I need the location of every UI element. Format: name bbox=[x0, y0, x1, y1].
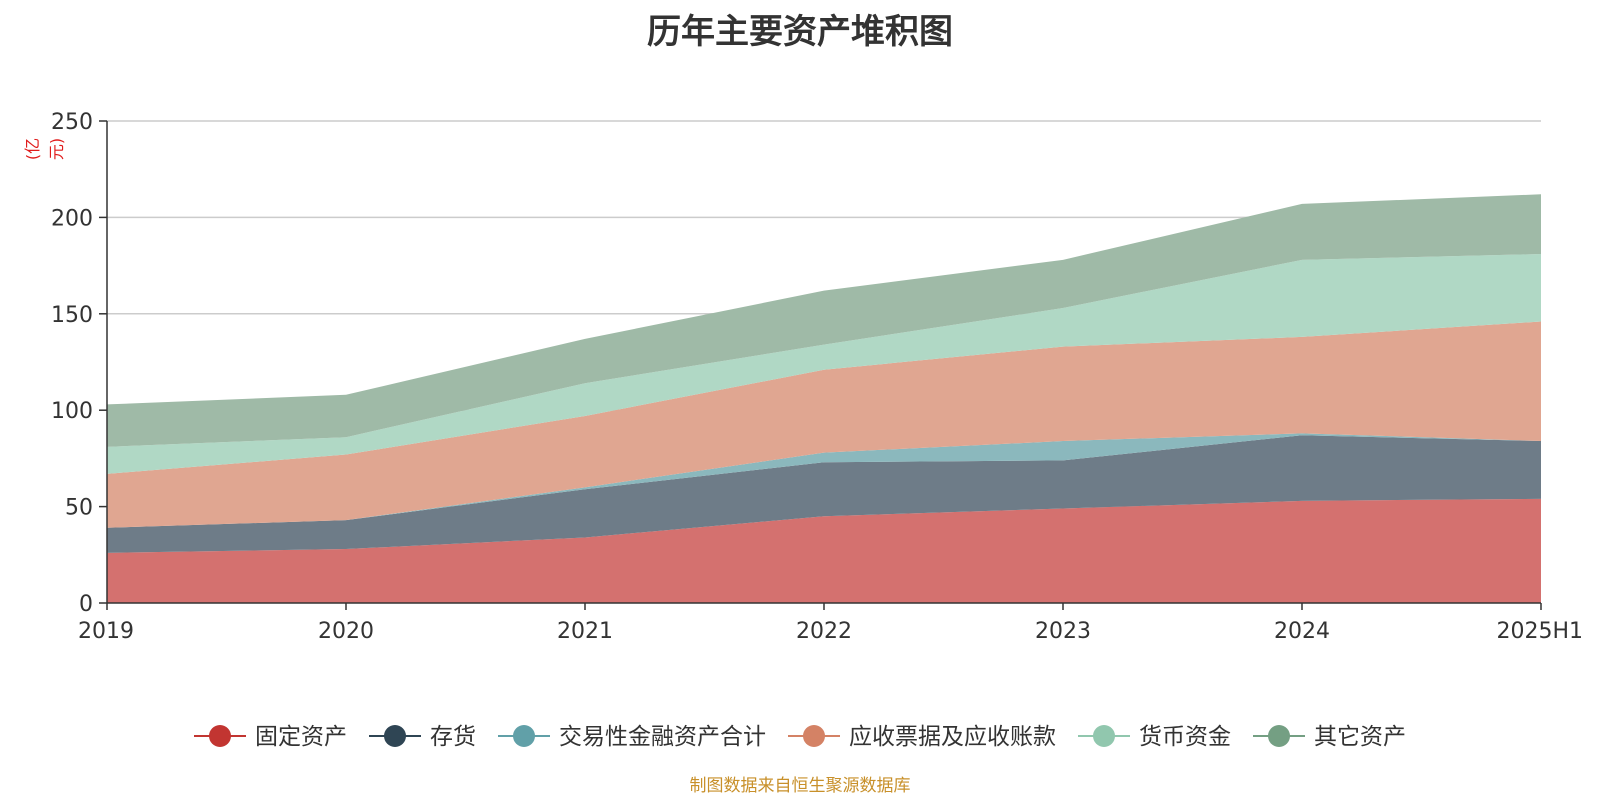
area-series bbox=[107, 194, 1541, 603]
area-其它资产 bbox=[107, 194, 1541, 447]
y-tick-label: 150 bbox=[51, 303, 93, 328]
legend-marker bbox=[384, 725, 406, 747]
data-source-note: 制图数据来自恒生聚源数据库 bbox=[689, 776, 911, 796]
legend-marker bbox=[1268, 725, 1290, 747]
legend: 固定资产 存货 交易性金融资产合计 应收票据及应收账款 货币资金 其它资产 bbox=[194, 724, 1406, 750]
legend-label: 固定资产 bbox=[255, 724, 347, 750]
x-tick-label: 2020 bbox=[318, 619, 374, 644]
x-tick-label: 2024 bbox=[1274, 619, 1330, 644]
y-tick-label: 100 bbox=[51, 399, 93, 424]
area-固定资产 bbox=[107, 498, 1541, 603]
y-tick-label: 250 bbox=[51, 110, 93, 135]
legend-marker bbox=[803, 725, 825, 747]
x-tick-label: 2022 bbox=[796, 619, 852, 644]
y-tick-label: 0 bbox=[79, 592, 93, 617]
area-存货 bbox=[107, 435, 1541, 553]
legend-label: 应收票据及应收账款 bbox=[849, 724, 1056, 750]
area-货币资金 bbox=[107, 254, 1541, 474]
y-tick-label: 200 bbox=[51, 206, 93, 231]
x-tick-label: 2019 bbox=[78, 619, 134, 644]
legend-label: 货币资金 bbox=[1139, 724, 1231, 750]
legend-item: 固定资产 bbox=[194, 724, 347, 750]
legend-item: 交易性金融资产合计 bbox=[498, 724, 766, 750]
legend-item: 货币资金 bbox=[1078, 724, 1231, 750]
axes: 0 50 100 150 200 250 2019 2020 2021 2022 2023 2024 2… bbox=[51, 110, 1583, 644]
area-应收票据及应收账款 bbox=[107, 321, 1541, 528]
x-tick-label: 2023 bbox=[1035, 619, 1091, 644]
legend-item: 存货 bbox=[369, 724, 476, 750]
legend-label: 存货 bbox=[430, 724, 476, 750]
legend-marker bbox=[209, 725, 231, 747]
legend-label: 交易性金融资产合计 bbox=[559, 724, 766, 750]
legend-label: 其它资产 bbox=[1314, 724, 1406, 750]
legend-marker bbox=[1093, 725, 1115, 747]
chart-title: 历年主要资产堆积图 bbox=[647, 12, 953, 52]
legend-item: 应收票据及应收账款 bbox=[788, 724, 1056, 750]
x-tick-label: 2025H1 bbox=[1496, 619, 1583, 644]
area-交易性金融资产合计 bbox=[107, 433, 1541, 528]
y-tick-label: 50 bbox=[65, 496, 93, 521]
x-tick-label: 2021 bbox=[557, 619, 613, 644]
legend-marker bbox=[513, 725, 535, 747]
legend-item: 其它资产 bbox=[1253, 724, 1406, 750]
